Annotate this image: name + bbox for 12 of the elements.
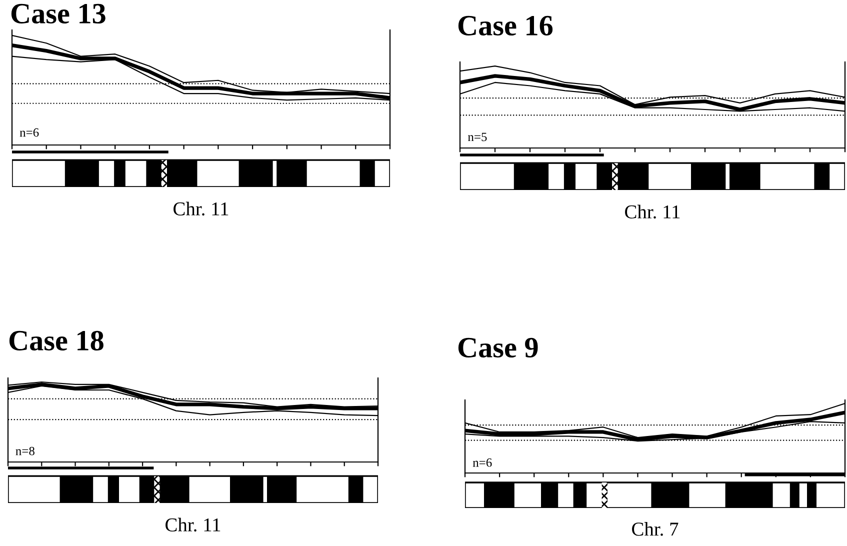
chart-title: Case 13: [11, 4, 106, 24]
x-axis-title: Chr. 11: [174, 202, 228, 216]
annotation: n=6: [472, 458, 492, 467]
x-axis-title: Chr. 11: [625, 204, 680, 219]
chart-title: Case 9: [458, 338, 538, 358]
x-axis-title: Chr. 7: [632, 522, 678, 536]
annotation: n=8: [16, 446, 34, 456]
annotation: n=5: [468, 132, 487, 142]
annotation: n=6: [20, 128, 39, 137]
x-axis-title: Chr. 11: [166, 518, 220, 532]
chart-title: Case 18: [9, 330, 104, 351]
chart-title: Case 16: [458, 16, 553, 36]
